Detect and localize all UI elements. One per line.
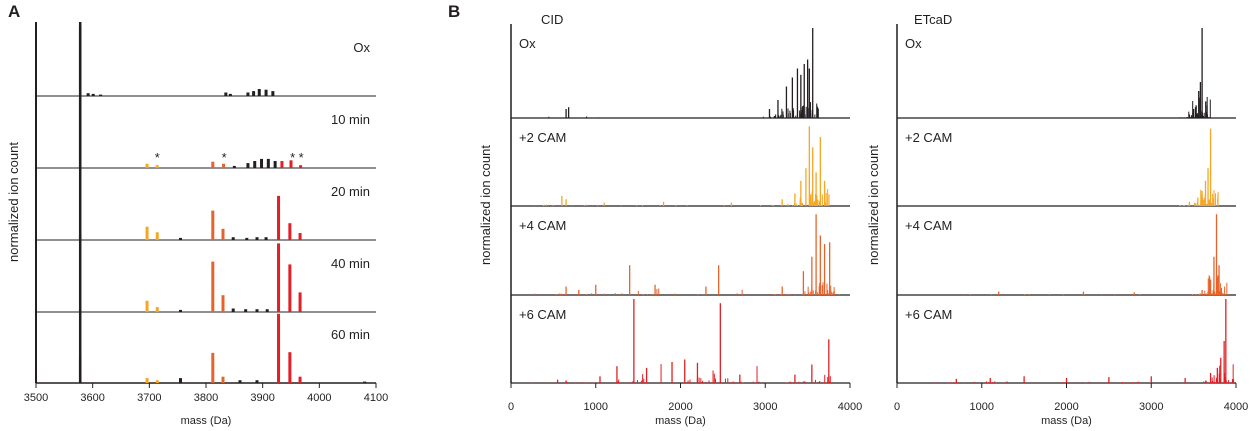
panel-a-star: *: [222, 150, 227, 165]
panel-a-row-label-1: 10 min: [331, 112, 370, 127]
panel-cid-row-label-0: Ox: [519, 36, 536, 51]
panel-a-row-label-3: 40 min: [331, 256, 370, 271]
panel-a-row-label-4: 60 min: [331, 327, 370, 342]
panel-cid-row-label-2: +4 CAM: [519, 218, 566, 233]
panel-etcad-row-label-1: +2 CAM: [905, 130, 952, 145]
panel-letter-b: B: [448, 2, 460, 21]
panel-letter-a: A: [8, 2, 20, 21]
panel-a-row-label-2: 20 min: [331, 184, 370, 199]
panel-cid-title: CID: [541, 12, 563, 27]
panel-a-x-tick-label: 3600: [80, 392, 104, 404]
panel-a-x-tick-label: 3800: [194, 392, 218, 404]
panel-a-star: *: [290, 150, 295, 165]
panel-etcad-x-tick-label: 2000: [1054, 401, 1078, 413]
panel-etcad-row-label-2: +4 CAM: [905, 218, 952, 233]
panel-cid-x-tick-label: 4000: [838, 401, 862, 413]
panel-cid-row-label-1: +2 CAM: [519, 130, 566, 145]
panel-etcad-row-label-3: +6 CAM: [905, 307, 952, 322]
panel-a-x-tick-label: 4100: [364, 392, 388, 404]
panel-etcad-y-label: normalized ion count: [866, 145, 881, 265]
panel-cid-y-label: normalized ion count: [478, 145, 493, 265]
panel-cid-x-tick-label: 0: [508, 401, 514, 413]
panel-a-y-label: normalized ion count: [6, 142, 21, 262]
panel-etcad-x-tick-label: 3000: [1139, 401, 1163, 413]
panel-cid-x-tick-label: 1000: [584, 401, 608, 413]
panel-a-star: *: [155, 150, 160, 165]
panel-etcad-x-label: mass (Da): [1041, 415, 1092, 427]
panel-a-x-tick-label: 4000: [307, 392, 331, 404]
panel-etcad-title: ETcaD: [914, 12, 952, 27]
panel-a-x-tick-label: 3500: [24, 392, 48, 404]
panel-a-star: *: [299, 150, 304, 165]
panel-cid-x-label: mass (Da): [655, 415, 706, 427]
panel-a-x-tick-label: 3900: [250, 392, 274, 404]
panel-etcad-row-label-0: Ox: [905, 36, 922, 51]
panel-a-row-label-0: Ox: [353, 40, 370, 55]
panel-cid-x-tick-label: 2000: [668, 401, 692, 413]
panel-etcad-x-tick-label: 1000: [970, 401, 994, 413]
panel-a-x-label: mass (Da): [181, 415, 232, 427]
panel-cid-x-tick-label: 3000: [753, 401, 777, 413]
panel-etcad-x-tick-label: 4000: [1224, 401, 1248, 413]
panel-a-x-tick-label: 3700: [137, 392, 161, 404]
panel-cid-row-label-3: +6 CAM: [519, 307, 566, 322]
panel-etcad-x-tick-label: 0: [894, 401, 900, 413]
